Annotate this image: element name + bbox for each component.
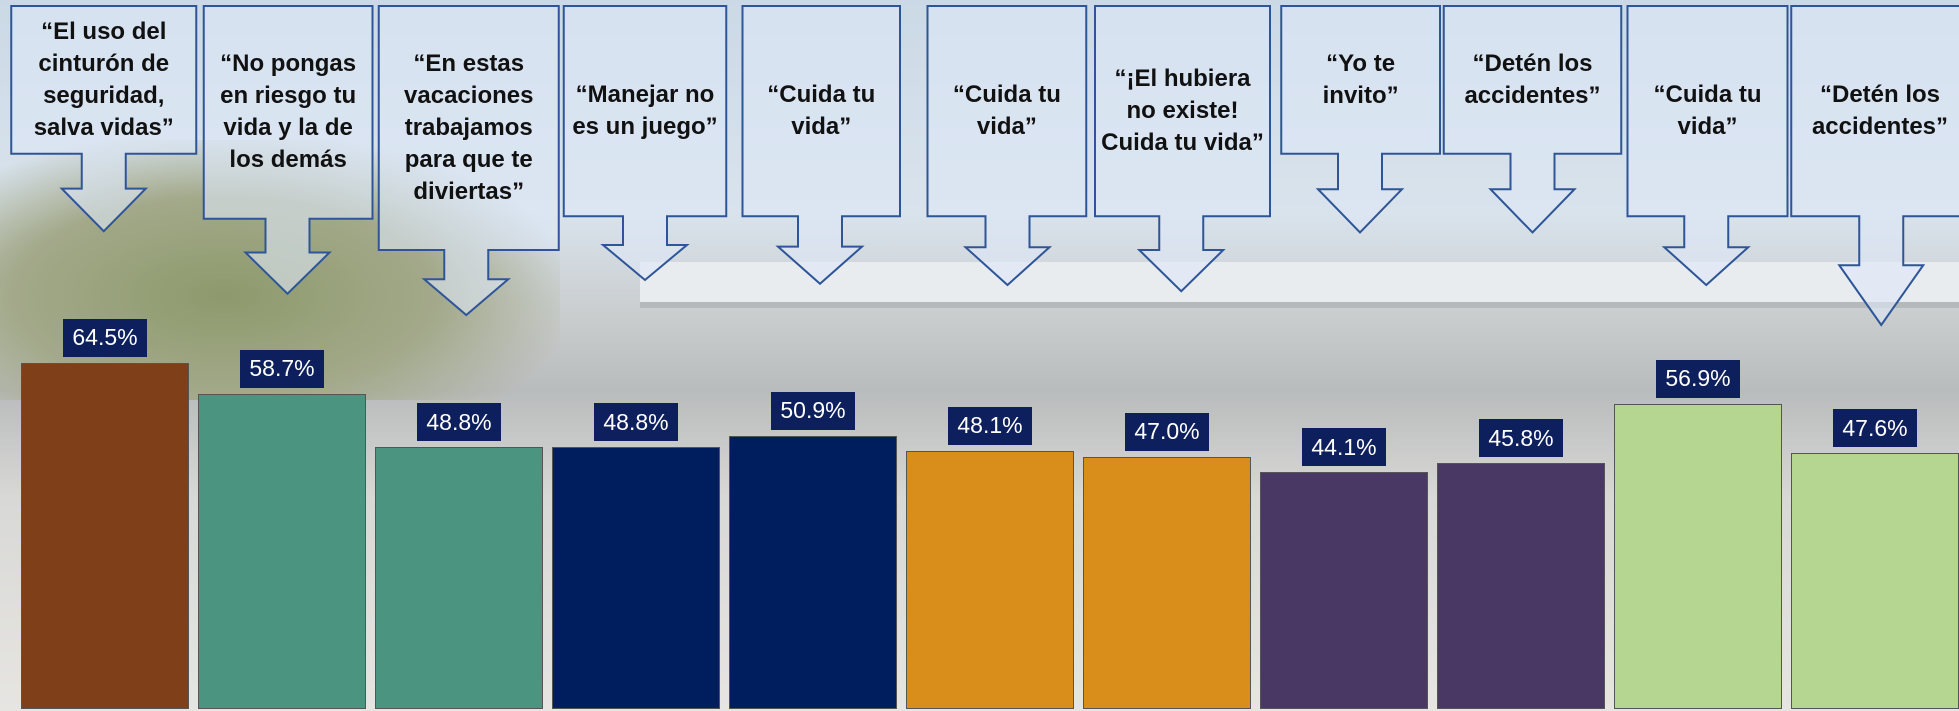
category-label: “Manejar no es un juego” [572,81,718,141]
callout [1442,5,1623,234]
callout [10,5,198,233]
category-label: “Detén los accidentes” [1811,81,1949,141]
bar [552,447,720,709]
value-label: 50.9% [771,391,855,430]
category-label: “El uso del cinturón de seguridad, salva… [33,17,174,141]
callout [1094,5,1271,293]
bar [906,450,1074,709]
bar [1260,472,1428,709]
callout [377,5,560,317]
category-label: “Cuida tu vida” [767,81,876,141]
value-label: 58.7% [240,349,324,388]
category-label: “Cuida tu vida” [952,81,1061,141]
bar [729,435,897,709]
bar [1614,403,1782,709]
bar [1791,453,1959,709]
value-label: 47.6% [1833,409,1917,448]
category-label: “¡El hubiera no existe! Cuida tu vida” [1101,65,1264,157]
callout [1790,5,1959,327]
bar [375,447,543,709]
callout [1626,5,1789,287]
callout [1280,5,1441,234]
category-label: “En estas vacaciones trabajamos para que… [404,50,534,205]
bar [21,362,189,709]
callout [562,5,728,282]
value-label: 45.8% [1479,419,1563,458]
category-label: “Detén los accidentes” [1464,49,1601,109]
bar [1437,463,1605,709]
callout [202,5,374,296]
value-label: 56.9% [1656,359,1740,398]
value-label: 64.5% [63,318,147,357]
background-roof [640,262,1959,308]
value-label: 44.1% [1302,428,1386,467]
value-label: 48.8% [594,403,678,442]
value-label: 47.0% [1125,412,1209,451]
bar [1083,456,1251,709]
callout [741,5,901,286]
value-label: 48.8% [417,403,501,442]
value-label: 48.1% [948,406,1032,445]
bar [198,393,366,709]
callout [926,5,1088,287]
category-label: “Cuida tu vida” [1653,81,1762,141]
category-label: “Yo te invito” [1322,49,1399,109]
category-label: “No pongas en riesgo tu vida y la de los… [220,50,357,174]
